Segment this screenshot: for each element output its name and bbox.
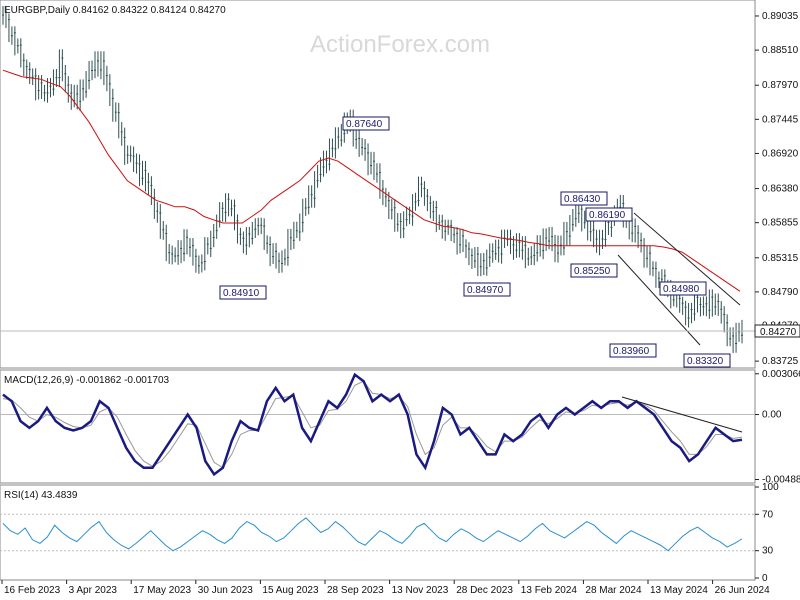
price-annotation-label: 0.87640 xyxy=(346,119,383,130)
price-annotation-label: 0.83960 xyxy=(613,346,650,357)
trend-channel xyxy=(617,212,741,346)
price-annotation-label: 0.86430 xyxy=(564,194,601,205)
price-annotation-label: 0.84910 xyxy=(223,288,260,299)
price-panel-title: EURGBP,Daily 0.84162 0.84322 0.84124 0.8… xyxy=(4,5,226,16)
current-price-marker: 0.84270 xyxy=(754,324,800,338)
macd-panel-title: MACD(12,26,9) -0.001862 -0.001703 xyxy=(4,375,170,386)
price-annotation-label: 0.84970 xyxy=(467,285,504,296)
rsi-y-tick-label: 30 xyxy=(762,546,774,557)
rsi-panel-title: RSI(14) 43.4839 xyxy=(4,490,78,501)
x-tick-label: 15 Aug 2023 xyxy=(262,585,319,596)
price-annotation-box xyxy=(342,116,390,131)
rsi-line xyxy=(2,517,743,552)
x-tick-label: 13 May 2024 xyxy=(650,585,708,596)
price-y-tick-label: 0.87445 xyxy=(762,114,799,125)
price-y-tick-label: 0.85855 xyxy=(762,218,799,229)
price-annotation-label: 0.84980 xyxy=(663,284,700,295)
moving-average-line xyxy=(2,69,741,292)
x-tick-label: 13 Feb 2024 xyxy=(521,585,578,596)
current-price-box xyxy=(754,324,800,338)
price-annotation-label: 0.86190 xyxy=(589,210,626,221)
price-annotation-box xyxy=(609,343,657,358)
macd-panel xyxy=(0,369,756,484)
price-y-tick-label: 0.87970 xyxy=(762,80,799,91)
price-annotation-box xyxy=(585,207,633,222)
price-annotation-label: 0.83320 xyxy=(687,356,724,367)
macd-y-tick-label: -0.004888 xyxy=(762,475,800,486)
price-annotation-box xyxy=(683,353,731,368)
macd-main-line xyxy=(2,372,743,477)
x-tick-label: 28 Mar 2024 xyxy=(585,585,642,596)
price-y-tick-label: 0.83725 xyxy=(762,356,799,367)
x-tick-label: 17 May 2023 xyxy=(133,585,191,596)
x-tick-label: 3 Apr 2023 xyxy=(69,585,118,596)
price-y-tick-label: 0.89035 xyxy=(762,11,799,22)
price-y-axis: 0.89035 0.88510 0.87970 0.87445 0.86920 0.863… xyxy=(755,11,799,367)
price-annotations: 0.84910 0.87640 0.84970 0.86430 0.86190 0.852… xyxy=(219,116,731,368)
price-annotation-box xyxy=(463,282,511,297)
price-y-tick-label: 0.85315 xyxy=(762,253,799,264)
x-tick-label: 28 Dec 2023 xyxy=(456,585,513,596)
price-y-tick-label: 0.86920 xyxy=(762,148,799,159)
date-x-axis: 16 Feb 2023 3 Apr 2023 17 May 2023 30 Jun 2… xyxy=(1,580,770,596)
price-annotation-box xyxy=(570,263,618,278)
macd-trendline xyxy=(621,396,743,433)
macd-y-axis: 0.003066 0.00 -0.004888 xyxy=(755,369,800,486)
rsi-y-tick-label: 100 xyxy=(762,482,779,493)
macd-y-tick-label: 0.003066 xyxy=(762,369,800,380)
x-tick-label: 13 Nov 2023 xyxy=(392,585,449,596)
price-annotation-box xyxy=(219,285,267,300)
trend-channel-upper xyxy=(633,212,741,306)
macd-y-tick-label: 0.00 xyxy=(762,410,782,421)
rsi-y-tick-label: 70 xyxy=(762,509,774,520)
x-tick-label: 28 Sep 2023 xyxy=(327,585,384,596)
trend-channel-lower xyxy=(617,254,701,346)
current-price-label: 0.84270 xyxy=(760,327,797,338)
price-annotation-label: 0.85250 xyxy=(574,266,611,277)
price-y-tick-label: 0.86380 xyxy=(762,184,799,195)
x-tick-label: 26 Jun 2024 xyxy=(715,585,770,596)
price-annotation-box xyxy=(659,281,707,296)
x-tick-label: 30 Jun 2023 xyxy=(198,585,253,596)
price-panel xyxy=(0,0,756,369)
price-annotation-box xyxy=(560,191,608,206)
rsi-y-tick-label: 0 xyxy=(762,573,768,584)
x-tick-label: 16 Feb 2023 xyxy=(4,585,61,596)
price-y-tick-label: 0.84790 xyxy=(762,287,799,298)
price-y-tick-label: 0.88510 xyxy=(762,45,799,56)
rsi-y-axis: 100 70 30 0 xyxy=(755,482,779,584)
watermark: ActionForex.com xyxy=(310,31,490,58)
